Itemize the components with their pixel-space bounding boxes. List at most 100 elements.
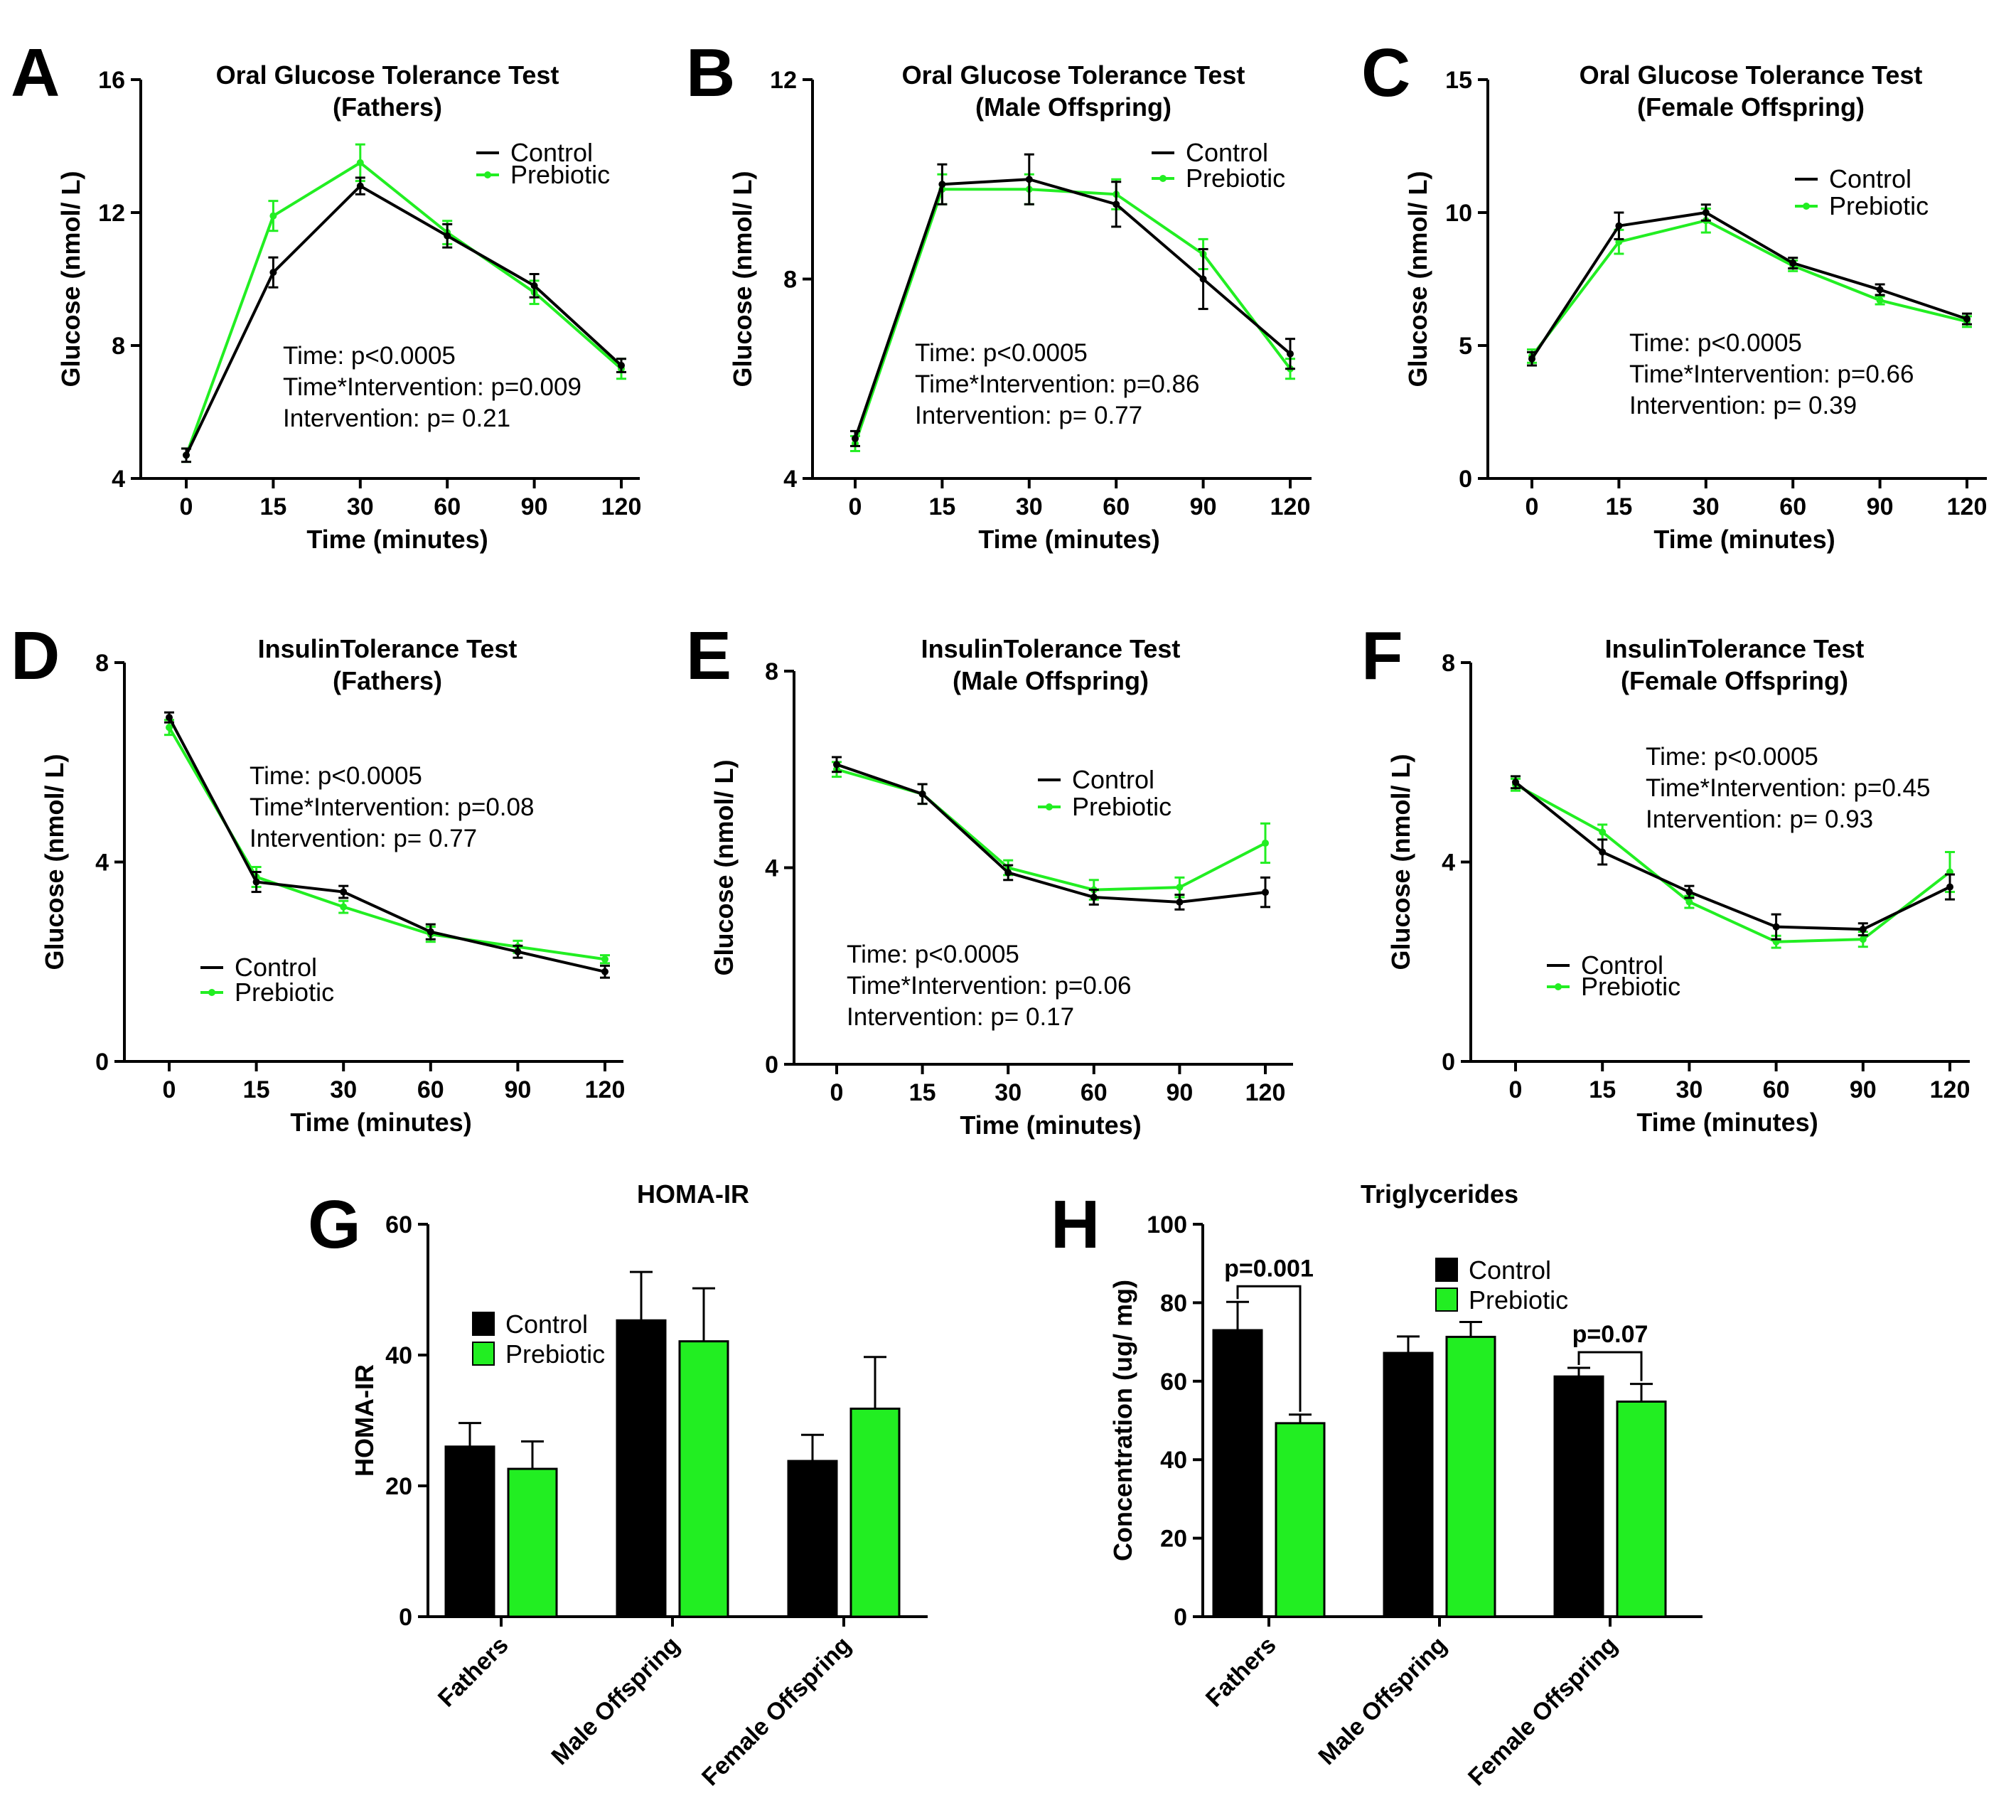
bar-prebiotic — [507, 1467, 558, 1618]
x-tick-label: Male Offspring — [546, 1632, 685, 1770]
x-tick-label: 60 — [417, 1076, 444, 1103]
x-tick-label: 120 — [1245, 1079, 1286, 1106]
data-point-control — [183, 451, 190, 459]
legend-marker — [1803, 203, 1810, 210]
data-point-prebiotic — [1176, 884, 1184, 892]
legend-label: Control — [510, 138, 593, 167]
data-point-control — [1789, 259, 1797, 267]
panel-letter: C — [1361, 35, 1410, 111]
series-line-control — [836, 763, 1266, 904]
legend-label: Prebiotic — [1581, 972, 1680, 1001]
y-tick-label: 60 — [1160, 1369, 1187, 1396]
stat-line: Time*Intervention: p=0.86 — [915, 370, 1199, 398]
significance-bracket — [1236, 1285, 1302, 1412]
data-point-control — [852, 434, 859, 442]
data-point-control — [833, 761, 840, 769]
series-line-control — [854, 178, 1292, 439]
series-line-prebiotic — [1530, 219, 1968, 358]
data-point-control — [918, 790, 926, 798]
y-tick-label: 0 — [1459, 466, 1472, 493]
data-point-control — [444, 232, 451, 240]
x-tick-label: 0 — [180, 493, 193, 520]
chart-title: Oral Glucose Tolerance Test — [1580, 60, 1923, 90]
x-tick-label: 30 — [1693, 493, 1720, 520]
y-tick-label: 4 — [112, 466, 125, 493]
bar-prebiotic — [1275, 1422, 1326, 1618]
data-point-control — [938, 181, 946, 188]
x-tick-label: Female Offspring — [1463, 1632, 1623, 1792]
chart-title: (Male Offspring) — [975, 92, 1171, 122]
data-point-prebiotic — [356, 159, 364, 166]
y-tick-label: 20 — [1160, 1526, 1187, 1553]
x-tick-label: 90 — [1850, 1076, 1877, 1103]
y-axis-title: Glucose (nmol/ L) — [1386, 754, 1415, 970]
legend-label: Prebiotic — [510, 160, 610, 189]
bar-prebiotic — [678, 1340, 729, 1618]
data-point-control — [601, 968, 608, 975]
chart-title: InsulinTolerance Test — [1605, 634, 1865, 663]
y-tick-label: 15 — [1445, 67, 1472, 94]
legend-swatch — [472, 1312, 495, 1336]
data-point-prebiotic — [166, 724, 173, 732]
legend-label: Control — [1581, 951, 1663, 980]
legend-label: Prebiotic — [1469, 1285, 1568, 1315]
y-axis-title: Glucose (nmol/ L) — [40, 754, 69, 970]
bar-control — [444, 1445, 495, 1618]
x-tick-label: 0 — [830, 1079, 844, 1106]
stat-line: Intervention: p= 0.77 — [915, 402, 1142, 429]
y-tick-label: 60 — [385, 1211, 412, 1238]
stat-line: Intervention: p= 0.39 — [1629, 392, 1857, 419]
y-tick-label: 12 — [770, 67, 797, 94]
chart-title: HOMA-IR — [637, 1179, 749, 1209]
chart-title: (Fathers) — [333, 666, 442, 695]
panel-letter: B — [686, 35, 735, 111]
data-point-control — [356, 182, 364, 190]
chart-title: (Male Offspring) — [953, 666, 1149, 695]
data-point-control — [166, 714, 173, 722]
y-tick-label: 16 — [98, 67, 125, 94]
panel-h: H Triglycerides 0 20 40 60 80 100 Concentration … — [1051, 1179, 1703, 1791]
chart-title: Oral Glucose Tolerance Test — [216, 60, 559, 90]
x-tick-label: Male Offspring — [1313, 1632, 1452, 1770]
legend-marker — [1555, 983, 1562, 990]
series-line-control — [1514, 781, 1951, 931]
series-line-control — [168, 717, 606, 973]
legend-label: Control — [1186, 138, 1268, 167]
x-tick-label: 0 — [163, 1076, 176, 1103]
stat-line: Time: p<0.0005 — [1646, 743, 1818, 771]
panel-g: G HOMA-IR 0 20 40 60 HOMA-IR Fathers Male Offspr… — [308, 1179, 928, 1791]
y-tick-label: 8 — [1442, 650, 1455, 677]
data-point-control — [1090, 893, 1098, 901]
x-tick-label: 60 — [1763, 1076, 1790, 1103]
panel-c: C Oral Glucose Tolerance Test(Female Offs… — [1361, 35, 1987, 554]
bar-control — [616, 1319, 667, 1618]
data-point-control — [1199, 275, 1207, 283]
chart-title: (Female Offspring) — [1637, 92, 1865, 122]
panel-letter: H — [1051, 1187, 1100, 1263]
y-axis-title: Glucose (nmol/ L) — [728, 171, 757, 387]
panel-a: A Oral Glucose Tolerance Test(Fathers) 4 8 1… — [11, 35, 641, 554]
data-point-prebiotic — [1262, 839, 1269, 847]
x-axis-title: Time (minutes) — [978, 525, 1159, 554]
panel-letter: D — [11, 618, 60, 694]
legend-label: Control — [505, 1310, 588, 1339]
stat-line: Time: p<0.0005 — [1629, 329, 1802, 357]
y-tick-label: 10 — [1445, 200, 1472, 227]
data-point-control — [1262, 889, 1269, 896]
x-tick-label: 120 — [601, 493, 642, 520]
y-tick-label: 0 — [399, 1604, 412, 1631]
x-tick-label: 60 — [1779, 493, 1806, 520]
data-point-control — [1004, 869, 1012, 877]
series-line-prebiotic — [185, 161, 623, 456]
data-point-control — [1963, 315, 1971, 323]
stat-line: Intervention: p= 0.17 — [847, 1003, 1074, 1031]
legend-marker — [208, 989, 215, 996]
stat-line: Time: p<0.0005 — [847, 941, 1019, 968]
data-point-control — [1512, 778, 1519, 786]
panel-letter: A — [11, 35, 60, 111]
chart-title: (Female Offspring) — [1621, 666, 1848, 695]
panel-d: D InsulinTolerance Test (Fathers) 0 4 8 0 15 30 6… — [11, 618, 625, 1137]
stat-line: Time: p<0.0005 — [283, 342, 456, 370]
x-tick-label: Fathers — [433, 1632, 514, 1713]
x-tick-label: 30 — [347, 493, 374, 520]
